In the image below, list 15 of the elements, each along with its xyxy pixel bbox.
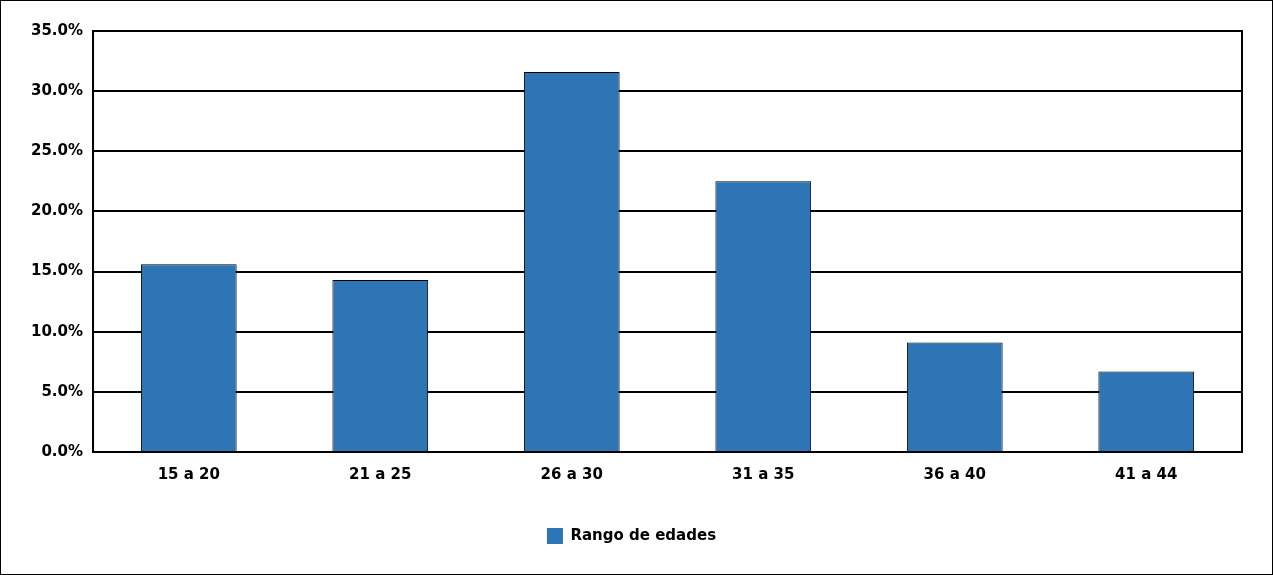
y-tick-label: 5.0% <box>41 381 84 400</box>
y-tick-label: 0.0% <box>41 441 84 460</box>
x-tick-label: 36 a 40 <box>923 464 986 483</box>
x-tick-label: 15 a 20 <box>157 464 220 483</box>
x-tick-label: 21 a 25 <box>349 464 412 483</box>
y-tick-label: 30.0% <box>30 81 84 100</box>
legend-label: Rango de edades <box>570 525 717 544</box>
y-tick-label: 35.0% <box>30 20 84 39</box>
x-tick-label: 31 a 35 <box>732 464 795 483</box>
x-tick-label: 26 a 30 <box>540 464 603 483</box>
y-tick-label: 20.0% <box>30 201 84 220</box>
y-tick-label: 10.0% <box>30 321 84 340</box>
x-tick-label: 41 a 44 <box>1115 464 1178 483</box>
y-tick-label: 25.0% <box>30 141 84 160</box>
y-tick-label: 15.0% <box>30 261 84 280</box>
